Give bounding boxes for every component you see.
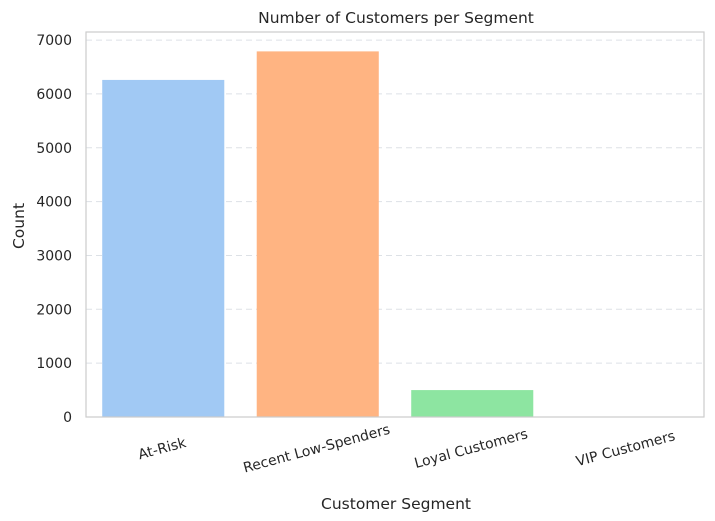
bar-recent-low-spenders — [256, 51, 379, 418]
bars — [102, 51, 534, 418]
x-tick-label: At-Risk — [137, 435, 189, 463]
x-axis-ticks: At-Risk Recent Low-Spenders Loyal Customer… — [137, 422, 677, 477]
chart-title: Number of Customers per Segment — [258, 9, 534, 27]
x-tick-label: Loyal Customers — [413, 426, 530, 472]
y-axis-ticks: 0 1000 2000 3000 4000 5000 6000 7000 — [36, 33, 72, 426]
y-tick-label: 1000 — [36, 356, 72, 372]
bar-loyal-customers — [411, 390, 534, 417]
bar-at-risk — [102, 79, 225, 417]
y-axis-label: Count — [10, 203, 28, 249]
y-tick-label: 2000 — [36, 302, 72, 318]
x-tick-label: Recent Low-Spenders — [242, 422, 392, 477]
y-tick-label: 3000 — [36, 248, 72, 264]
y-tick-label: 4000 — [36, 195, 72, 211]
y-tick-label: 7000 — [36, 33, 72, 49]
y-tick-label: 6000 — [36, 87, 72, 103]
y-tick-label: 0 — [63, 410, 72, 426]
plot-frame — [85, 31, 705, 418]
x-tick-label: VIP Customers — [574, 428, 677, 470]
x-axis-label: Customer Segment — [321, 495, 471, 513]
y-tick-label: 5000 — [36, 141, 72, 157]
